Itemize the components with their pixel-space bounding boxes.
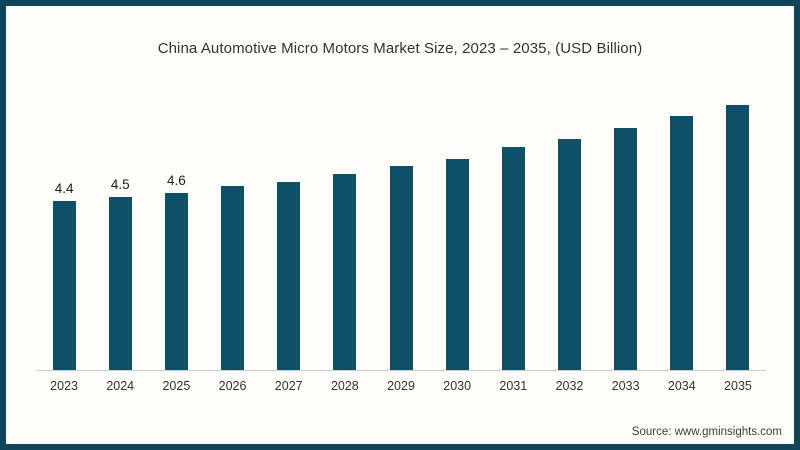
x-axis-tick-label: 2025 xyxy=(162,379,191,393)
bar-slot xyxy=(429,153,485,370)
x-axis-tick-label: 2031 xyxy=(499,379,528,393)
bar-slot xyxy=(654,110,710,370)
bar-2027 xyxy=(277,182,301,370)
bar-2029 xyxy=(389,166,413,370)
bar-value-label: 4.6 xyxy=(167,172,186,188)
x-axis-tick-label: 2024 xyxy=(106,379,135,393)
chart-title: China Automotive Micro Motors Market Siz… xyxy=(157,40,643,57)
bars-row: 4.4 4.5 4.6 xyxy=(36,78,766,371)
bar-slot xyxy=(261,176,317,370)
bar-slot xyxy=(710,99,766,370)
bar-value-label: 4.4 xyxy=(54,180,74,196)
bar-value-label: 4.5 xyxy=(110,176,130,192)
x-axis-tick-label: 2030 xyxy=(443,379,472,393)
source-credit: Source: www.gminsights.com xyxy=(631,426,782,438)
bar-2035 xyxy=(726,105,750,370)
bar-slot: 4.5 xyxy=(92,176,148,370)
bar-slot xyxy=(373,160,429,370)
x-axis-tick-label: 2026 xyxy=(218,379,247,393)
x-axis-tick-label: 2035 xyxy=(724,379,752,393)
x-axis-tick-label: 2034 xyxy=(667,379,696,393)
bar-2024 xyxy=(108,197,132,370)
bar-slot xyxy=(485,141,541,370)
bar-2026 xyxy=(221,186,245,370)
bar-2031 xyxy=(501,147,525,370)
bar-2023 xyxy=(52,201,76,370)
bar-slot xyxy=(598,122,654,370)
x-axis-labels: 2023 2024 2025 2026 2027 2028 2029 2030 2031 2032… xyxy=(36,371,766,393)
bar-slot xyxy=(541,133,597,370)
bar-slot: 4.4 xyxy=(36,180,92,370)
x-axis-tick-label: 2028 xyxy=(330,379,359,393)
bar-2033 xyxy=(614,128,638,370)
x-axis-tick-label: 2023 xyxy=(50,379,78,393)
bar-2025 xyxy=(164,193,188,370)
x-axis-tick-label: 2027 xyxy=(274,379,303,393)
x-axis-tick-label: 2032 xyxy=(555,379,584,393)
bar-2028 xyxy=(333,174,357,370)
bar-slot xyxy=(317,168,373,370)
bar-2034 xyxy=(670,116,694,370)
bar-2032 xyxy=(557,139,581,370)
bar-slot xyxy=(204,180,260,370)
bar-2030 xyxy=(445,159,469,370)
x-axis-tick-label: 2029 xyxy=(387,379,415,393)
plot-area: 4.4 4.5 4.6 2023 2024 2025 2026 2027 2028 2029 20… xyxy=(36,78,766,393)
bar-slot: 4.6 xyxy=(148,172,204,370)
x-axis-tick-label: 2033 xyxy=(611,379,640,393)
